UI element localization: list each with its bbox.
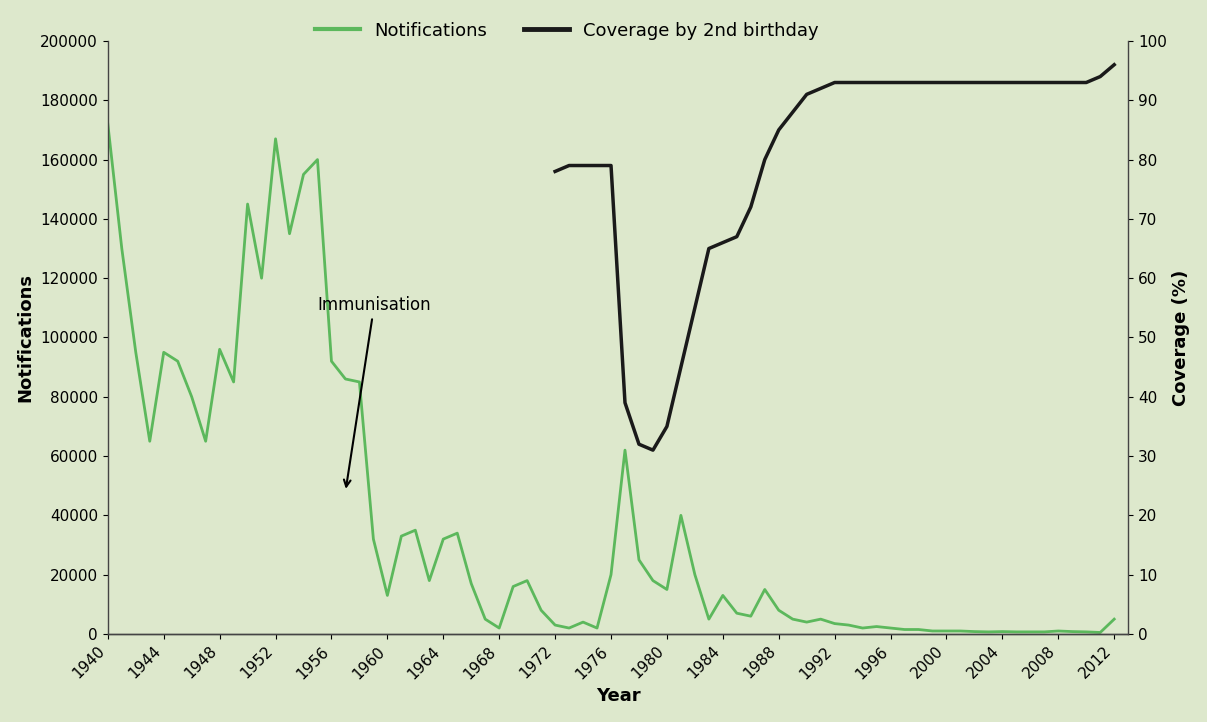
Y-axis label: Notifications: Notifications	[17, 273, 35, 402]
X-axis label: Year: Year	[596, 687, 640, 705]
Legend: Notifications, Coverage by 2nd birthday: Notifications, Coverage by 2nd birthday	[308, 14, 826, 47]
Y-axis label: Coverage (%): Coverage (%)	[1172, 269, 1190, 406]
Text: Immunisation: Immunisation	[317, 296, 431, 487]
